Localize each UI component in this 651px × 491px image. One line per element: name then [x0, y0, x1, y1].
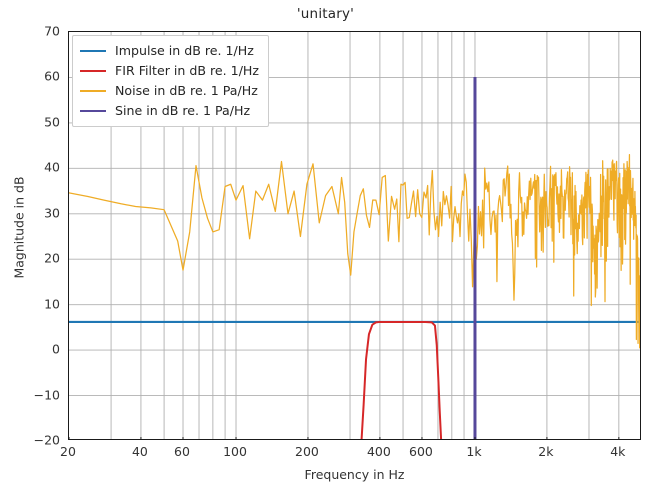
legend-item[interactable]: Sine in dB re. 1 Pa/Hz [80, 101, 259, 121]
legend-color-swatch [80, 50, 106, 52]
y-tick-label: 70 [44, 23, 60, 39]
x-tick-label: 1k [466, 444, 482, 459]
x-axis-label: Frequency in Hz [304, 467, 405, 482]
legend-color-swatch [80, 90, 106, 92]
legend-color-swatch [80, 110, 106, 112]
x-tick-label: 40 [131, 444, 148, 459]
y-tick-label: 20 [44, 250, 60, 266]
legend-label: Impulse in dB re. 1/Hz [115, 43, 254, 58]
x-tick-label: 400 [366, 444, 391, 459]
y-tick-label: 10 [44, 296, 60, 312]
chart-legend: Impulse in dB re. 1/Hz FIR Filter in dB r… [72, 35, 270, 127]
y-tick-label: 50 [44, 114, 60, 130]
legend-item[interactable]: Impulse in dB re. 1/Hz [80, 41, 259, 61]
x-tick-label: 200 [295, 444, 319, 459]
x-tick-label: 4k [610, 444, 626, 459]
x-tick-label: 2k [538, 444, 554, 459]
y-tick-label: −10 [33, 387, 60, 403]
legend-color-swatch [80, 70, 106, 72]
legend-item[interactable]: Noise in dB re. 1 Pa/Hz [80, 81, 259, 101]
y-tick-label: 0 [52, 341, 60, 357]
chart-title: 'unitary' [296, 6, 355, 22]
x-tick-label: 60 [174, 444, 190, 459]
x-tick-label: 100 [223, 444, 247, 459]
legend-label: Sine in dB re. 1 Pa/Hz [115, 103, 251, 118]
y-tick-label: 60 [44, 68, 60, 84]
y-tick-label: −20 [33, 432, 60, 448]
legend-label: Noise in dB re. 1 Pa/Hz [115, 83, 258, 98]
y-tick-label: 40 [44, 159, 60, 175]
legend-label: FIR Filter in dB re. 1/Hz [115, 63, 260, 78]
legend-item[interactable]: FIR Filter in dB re. 1/Hz [80, 61, 259, 81]
x-tick-label: 20 [60, 444, 76, 459]
y-tick-label: 30 [44, 205, 60, 221]
x-tick-label: 600 [409, 444, 433, 459]
